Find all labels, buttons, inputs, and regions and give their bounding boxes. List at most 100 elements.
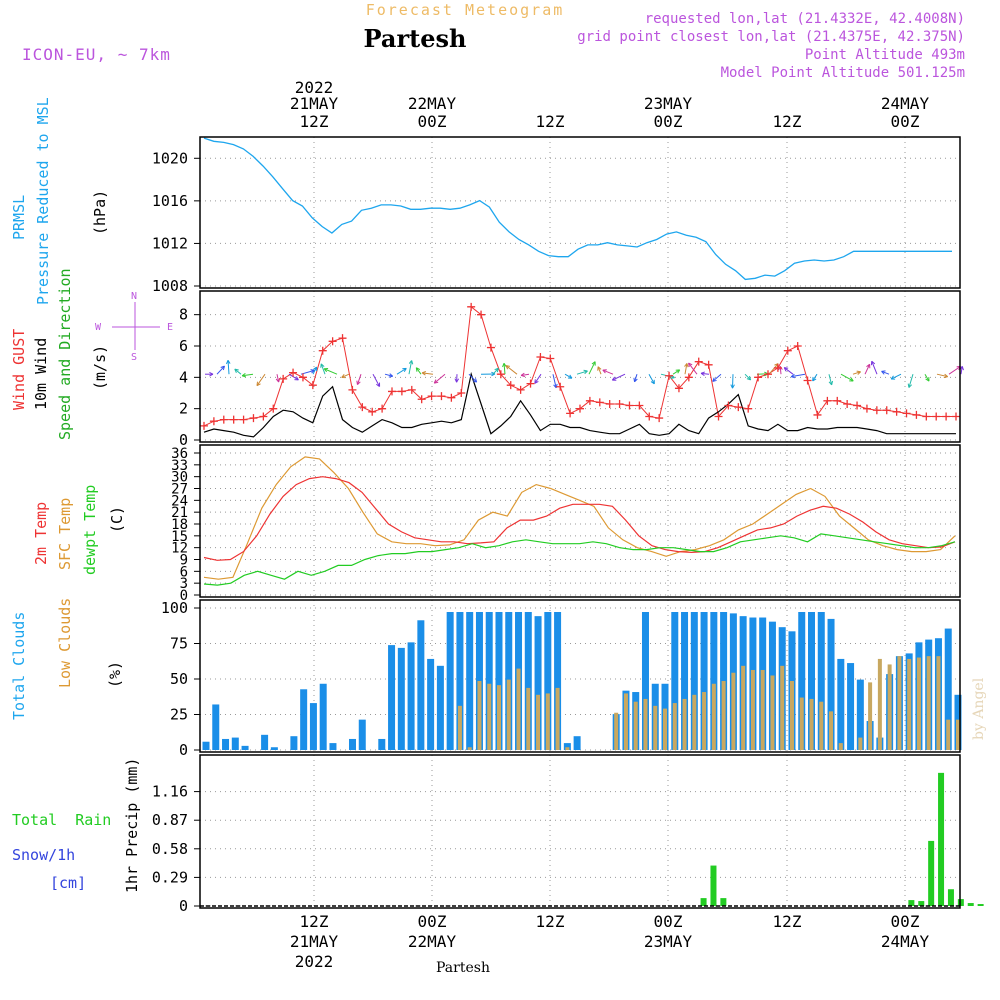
gust-marker: [219, 415, 228, 424]
wind-arrow-icon: [648, 373, 655, 385]
wind-arrowhead-icon: [783, 367, 789, 372]
wind-arrowhead-icon: [220, 365, 225, 371]
dewpt-label: dewpt Temp: [81, 485, 99, 575]
low-cloud-bar: [936, 656, 941, 750]
wind-unit: (m/s): [91, 345, 109, 390]
wind-arrowhead-icon: [433, 379, 439, 384]
total-cloud-bar: [456, 612, 464, 750]
ytick-label-p3-0: 0: [179, 741, 188, 759]
wind-arrow-icon: [234, 368, 242, 375]
gust-marker: [308, 381, 317, 390]
low-cloud-bar: [877, 658, 882, 750]
gust-marker: [615, 399, 624, 408]
wind-arrowhead-icon: [415, 367, 421, 372]
total-cloud-bar: [417, 620, 425, 750]
ytick-label-p2-8: 24: [171, 493, 188, 509]
low-cloud-bar: [711, 683, 716, 750]
wind-arrowhead-icon: [234, 368, 239, 374]
gust-marker: [595, 398, 604, 407]
total-cloud-bar: [300, 689, 308, 750]
total-cloud-bar: [827, 618, 835, 750]
ytick-label-p0-0: 1008: [152, 277, 188, 295]
gust-marker: [378, 404, 387, 413]
wind-arrows: [205, 359, 964, 389]
wind-arrowhead-icon: [376, 382, 381, 387]
wind-arrowhead-icon: [583, 369, 588, 375]
wind-arrow-icon: [288, 373, 299, 381]
wind-arrowhead-icon: [700, 371, 705, 376]
wind-arrow-icon: [768, 363, 779, 375]
gust-marker: [259, 412, 268, 421]
cloud-side-labels: Total Clouds Low Clouds (%): [10, 598, 124, 720]
wind-arrow-icon: [612, 373, 626, 381]
gust-marker: [694, 357, 703, 366]
panel-frame-3: [199, 599, 961, 753]
wind-arrowhead-icon: [591, 361, 596, 366]
location-title: Partesh: [364, 24, 467, 53]
gust-marker: [813, 410, 822, 419]
sfc-temp-line: [203, 456, 956, 580]
wind-arrowhead-icon: [320, 363, 325, 368]
gust-marker: [447, 393, 456, 402]
wind-arrowhead-icon: [890, 375, 896, 380]
low-cloud-bar: [545, 693, 550, 750]
low-cloud-bar: [555, 687, 560, 750]
rain-label: Total Rain: [12, 811, 111, 829]
wind-arrowhead-icon: [491, 371, 496, 377]
ytick-label-p2-9: 27: [171, 482, 188, 498]
point-altitude: Point Altitude 493m: [805, 47, 965, 63]
pressure-side-labels: PRMSL Pressure Reduced to MSL (hPa): [10, 97, 109, 305]
top-label-0-l2: 21MAY: [290, 94, 339, 113]
gust-marker: [585, 396, 594, 405]
total-cloud-bar: [407, 642, 415, 750]
wind-arrow-icon: [936, 373, 948, 378]
gust-marker: [942, 412, 951, 421]
gust-marker: [200, 421, 208, 430]
wind-arrowhead-icon: [746, 375, 752, 381]
gust-marker: [922, 412, 931, 421]
low-cloud-bar: [829, 711, 834, 750]
series-lines: [203, 137, 956, 586]
gust-marker: [368, 407, 377, 416]
wind-arrow-icon: [688, 362, 698, 375]
ytick-label-p2-1: 3: [180, 576, 188, 592]
cloud-unit: (%): [106, 661, 124, 688]
wind-arrowhead-icon: [356, 380, 361, 385]
gust-marker: [298, 373, 307, 382]
gust-marker: [269, 404, 278, 413]
rain-bar: [908, 900, 915, 906]
wind-arrow-icon: [521, 373, 530, 376]
gust-marker: [773, 363, 782, 372]
wind-arrow-icon: [684, 363, 688, 375]
wind-arrow-icon: [672, 369, 680, 375]
wind-arrowhead-icon: [256, 381, 261, 387]
compass-w: W: [95, 322, 102, 333]
total-cloud-bar: [466, 612, 474, 750]
ytick-label-p4-0: 0: [179, 897, 188, 915]
dewpt-line: [203, 533, 956, 586]
wind-arrow-icon: [372, 373, 381, 387]
wind-arrowhead-icon: [534, 379, 539, 384]
wind-arrow-icon: [323, 368, 338, 375]
compass-n: N: [131, 291, 137, 302]
ytick-label-p4-2: 0.58: [152, 840, 188, 858]
rain-bar: [928, 840, 935, 906]
low-cloud-label: Low Clouds: [56, 598, 74, 688]
total-cloud-bar: [241, 745, 249, 750]
wind-arrowhead-icon: [633, 377, 638, 383]
rain-bar: [967, 903, 974, 906]
gust-marker: [754, 373, 763, 382]
ytick-label-p2-7: 21: [171, 505, 188, 521]
wind-dir-label: Speed and Direction: [56, 268, 74, 440]
wind-arrow-icon: [960, 366, 963, 375]
total-cloud-bar: [231, 737, 239, 750]
gust-marker: [467, 302, 476, 311]
compass-s: S: [131, 352, 137, 363]
low-cloud-bar: [633, 701, 638, 750]
rain-bar: [710, 865, 717, 906]
total-cloud-bar: [309, 703, 317, 750]
wind-arrow-icon: [552, 374, 557, 388]
gust-marker: [862, 404, 871, 413]
wind-arrowhead-icon: [812, 376, 817, 382]
total-cloud-bar: [856, 679, 864, 750]
